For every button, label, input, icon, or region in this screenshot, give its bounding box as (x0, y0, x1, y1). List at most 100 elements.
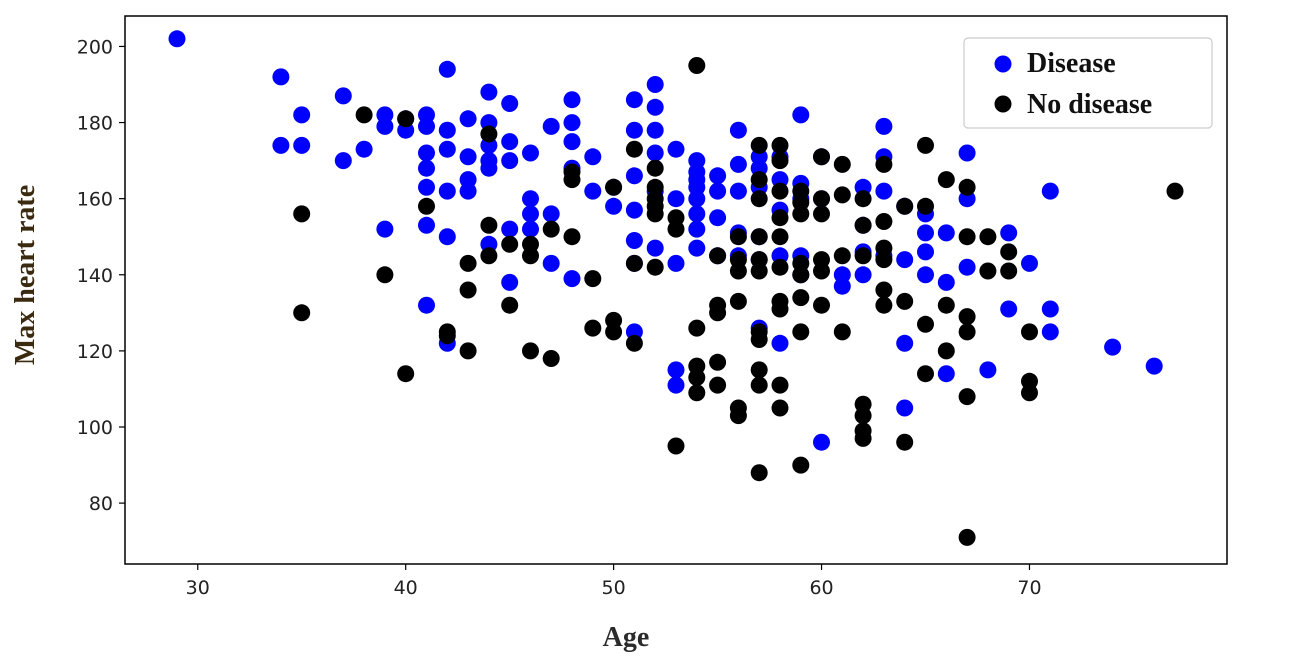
data-point-disease (667, 254, 685, 272)
data-point-disease (667, 361, 685, 379)
data-point-no-disease (771, 399, 789, 417)
data-point-no-disease (750, 262, 768, 280)
data-point-disease (646, 121, 664, 139)
data-point-no-disease (376, 266, 394, 284)
data-point-no-disease (459, 281, 477, 299)
data-point-no-disease (688, 57, 706, 74)
data-point-no-disease (293, 205, 311, 223)
data-point-no-disease (792, 456, 810, 474)
data-point-no-disease (605, 323, 623, 341)
data-point-no-disease (522, 342, 539, 360)
data-point-no-disease (896, 197, 914, 215)
data-point-disease (563, 91, 581, 109)
data-point-no-disease (729, 407, 747, 425)
data-point-no-disease (584, 270, 602, 288)
data-point-no-disease (771, 376, 789, 394)
data-point-disease (563, 114, 581, 132)
x-tick-label: 60 (809, 577, 833, 599)
legend-marker-disease (994, 55, 1012, 73)
data-point-disease (1000, 300, 1018, 318)
data-point-disease (542, 205, 560, 223)
data-point-disease (501, 133, 519, 151)
data-point-no-disease (584, 319, 602, 337)
data-point-disease (833, 277, 851, 295)
data-point-no-disease (771, 228, 789, 246)
data-point-no-disease (459, 254, 477, 272)
data-point-no-disease (958, 178, 976, 196)
data-point-no-disease (750, 228, 768, 246)
data-point-disease (937, 273, 955, 291)
data-point-no-disease (792, 289, 810, 307)
data-point-no-disease (958, 323, 976, 341)
data-point-no-disease (937, 171, 955, 189)
data-point-no-disease (917, 197, 934, 215)
x-tick-label: 70 (1017, 577, 1041, 599)
data-point-disease (563, 270, 581, 288)
legend-label-no-disease: No disease (1027, 89, 1152, 120)
data-point-no-disease (813, 205, 830, 223)
data-point-disease (355, 140, 373, 158)
data-point-disease (168, 30, 186, 48)
data-point-disease (729, 121, 747, 139)
data-point-disease (522, 220, 539, 238)
data-point-disease (272, 136, 290, 154)
data-point-no-disease (355, 106, 373, 124)
data-point-no-disease (813, 296, 830, 314)
data-point-disease (688, 190, 706, 208)
data-point-no-disease (646, 159, 664, 177)
data-point-no-disease (667, 437, 685, 455)
data-point-disease (522, 144, 539, 162)
data-point-disease (667, 376, 685, 394)
data-point-no-disease (854, 190, 872, 208)
data-point-no-disease (750, 136, 768, 154)
data-point-no-disease (750, 361, 768, 379)
data-point-disease (771, 334, 789, 352)
data-point-no-disease (1021, 323, 1038, 341)
data-point-disease (293, 136, 311, 154)
y-tick-label: 80 (89, 493, 113, 515)
data-point-disease (937, 224, 955, 242)
data-point-disease (625, 91, 643, 109)
data-point-no-disease (397, 365, 415, 383)
data-point-disease (418, 178, 435, 196)
data-point-no-disease (958, 388, 976, 406)
data-point-no-disease (917, 315, 934, 333)
data-point-disease (438, 182, 456, 200)
y-axis-title: Max heart rate (10, 185, 41, 365)
data-point-no-disease (958, 528, 976, 546)
data-point-disease (709, 209, 727, 227)
data-point-no-disease (771, 152, 789, 170)
y-tick-label: 200 (77, 36, 113, 58)
data-point-disease (418, 159, 435, 177)
data-point-no-disease (917, 365, 934, 383)
y-tick-label: 160 (77, 189, 113, 211)
legend: Disease No disease (963, 37, 1213, 129)
data-point-disease (459, 148, 477, 166)
data-point-no-disease (501, 296, 519, 314)
data-point-disease (501, 220, 519, 238)
data-point-no-disease (854, 429, 872, 447)
legend-label-disease: Disease (1027, 48, 1116, 79)
data-point-no-disease (522, 247, 539, 265)
data-point-no-disease (418, 197, 435, 215)
data-point-disease (501, 95, 519, 112)
data-point-disease (584, 182, 602, 200)
data-point-no-disease (833, 155, 851, 173)
data-points (168, 30, 1184, 546)
data-point-no-disease (958, 228, 976, 246)
data-point-no-disease (625, 254, 643, 272)
data-point-no-disease (709, 304, 727, 322)
x-axis-title: Age (603, 622, 650, 653)
data-point-disease (625, 167, 643, 185)
data-point-no-disease (875, 251, 893, 269)
data-point-disease (875, 117, 893, 135)
data-point-disease (1041, 300, 1059, 318)
data-point-disease (792, 106, 810, 124)
data-point-disease (667, 140, 685, 158)
data-point-disease (459, 182, 477, 200)
data-point-disease (937, 365, 955, 383)
data-point-disease (625, 121, 643, 139)
data-point-disease (1145, 357, 1163, 375)
plot-frame (124, 15, 1228, 565)
data-point-disease (418, 117, 435, 135)
